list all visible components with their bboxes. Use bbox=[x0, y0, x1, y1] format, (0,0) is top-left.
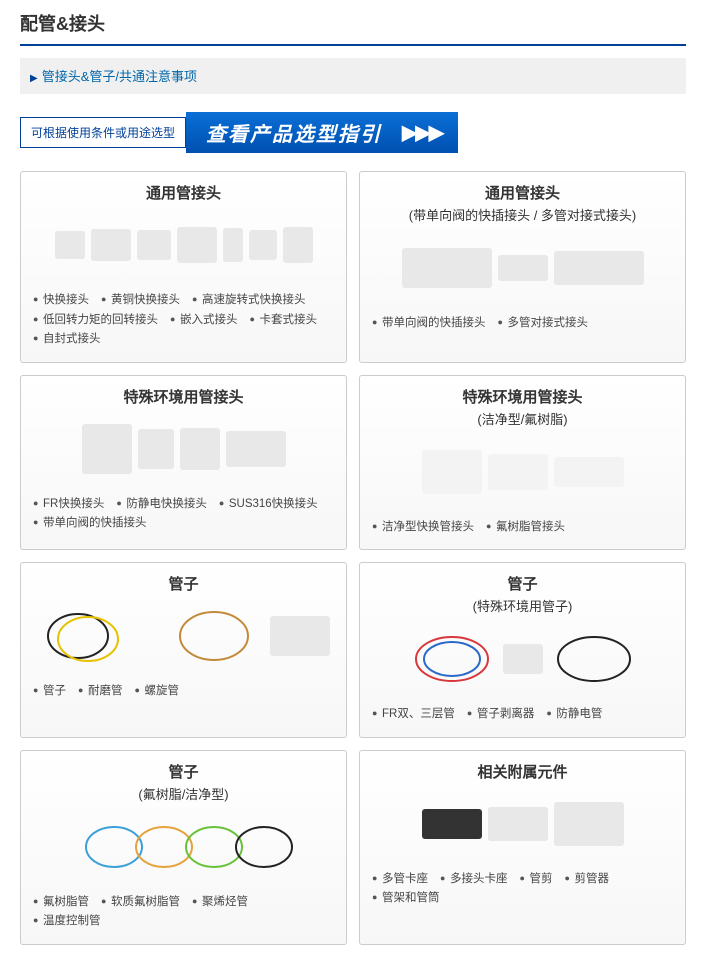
card-bullets: FR双、三层管 管子剥离器 防静电管 bbox=[360, 699, 685, 737]
bullet-item: 带单向阀的快插接头 bbox=[372, 314, 486, 334]
bullet-item: 防静电管 bbox=[546, 705, 602, 725]
bullet-item: 防静电快换接头 bbox=[116, 495, 207, 515]
chevron-right-icon: ▶▶▶ bbox=[402, 120, 442, 145]
bullet-item: FR双、三层管 bbox=[372, 705, 455, 725]
card-tubes-special[interactable]: 管子 (特殊环境用管子) FR双、三层管 管子剥离器 防静电管 bbox=[359, 562, 686, 738]
bullet-item: 氟树脂管 bbox=[33, 893, 89, 913]
card-title: 特殊环境用管接头 bbox=[21, 376, 346, 409]
card-subtitle: (洁净型/氟树脂) bbox=[360, 409, 685, 432]
selection-guide-row: 可根据使用条件或用途选型 查看产品选型指引 ▶▶▶ bbox=[20, 112, 686, 153]
tube-icon bbox=[74, 817, 294, 877]
notice-bar: 管接头&管子/共通注意事项 bbox=[20, 58, 686, 94]
bullet-item: 氟树脂管接头 bbox=[486, 518, 565, 538]
bullet-item: 自封式接头 bbox=[33, 330, 101, 350]
tube-icon bbox=[164, 606, 264, 666]
card-title: 通用管接头 bbox=[21, 172, 346, 205]
bullet-item: SUS316快换接头 bbox=[219, 495, 318, 515]
tube-icon bbox=[407, 632, 497, 686]
card-image bbox=[21, 205, 346, 285]
bullet-item: 嵌入式接头 bbox=[170, 311, 238, 331]
card-bullets: 快换接头 黄铜快换接头 高速旋转式快换接头 低回转力矩的回转接头 嵌入式接头 卡… bbox=[21, 285, 346, 362]
card-image bbox=[21, 596, 346, 676]
card-tubes[interactable]: 管子 管子 耐磨管 螺旋管 bbox=[20, 562, 347, 738]
guide-button[interactable]: 查看产品选型指引 ▶▶▶ bbox=[186, 112, 458, 153]
bullet-item: 黄铜快换接头 bbox=[101, 291, 180, 311]
card-special-env-clean[interactable]: 特殊环境用管接头 (洁净型/氟树脂) 洁净型快换管接头 氟树脂管接头 bbox=[359, 375, 686, 551]
card-image bbox=[21, 409, 346, 489]
bullet-item: 带单向阀的快插接头 bbox=[33, 514, 147, 534]
card-title: 管子 bbox=[21, 563, 346, 596]
page-title: 配管&接头 bbox=[20, 0, 686, 46]
bullet-item: 多管对接式接头 bbox=[498, 314, 589, 334]
card-bullets: 管子 耐磨管 螺旋管 bbox=[21, 676, 346, 714]
guide-tag: 可根据使用条件或用途选型 bbox=[20, 117, 186, 148]
card-bullets: 氟树脂管 软质氟树脂管 聚烯烃管 温度控制管 bbox=[21, 887, 346, 944]
bullet-item: 耐磨管 bbox=[78, 682, 123, 702]
card-bullets: 带单向阀的快插接头 多管对接式接头 bbox=[360, 308, 685, 346]
bullet-item: 管子剥离器 bbox=[467, 705, 535, 725]
tube-icon bbox=[38, 606, 158, 666]
card-title: 管子 bbox=[21, 751, 346, 784]
card-general-fittings[interactable]: 通用管接头 快换接头 黄铜快换接头 高速旋转式快换接头 低回转力矩的回转接头 嵌… bbox=[20, 171, 347, 363]
card-accessories[interactable]: 相关附属元件 多管卡座 多接头卡座 管剪 剪管器 管架和管筒 bbox=[359, 750, 686, 945]
bullet-item: FR快换接头 bbox=[33, 495, 104, 515]
bullet-item: 低回转力矩的回转接头 bbox=[33, 311, 158, 331]
bullet-item: 洁净型快换管接头 bbox=[372, 518, 474, 538]
guide-button-label: 查看产品选型指引 bbox=[206, 118, 382, 147]
card-subtitle: (氟树脂/洁净型) bbox=[21, 784, 346, 807]
bullet-item: 高速旋转式快换接头 bbox=[192, 291, 306, 311]
card-bullets: 洁净型快换管接头 氟树脂管接头 bbox=[360, 512, 685, 550]
bullet-item: 多管卡座 bbox=[372, 870, 428, 890]
bullet-item: 多接头卡座 bbox=[440, 870, 508, 890]
notice-link[interactable]: 管接头&管子/共通注意事项 bbox=[30, 69, 197, 84]
card-bullets: 多管卡座 多接头卡座 管剪 剪管器 管架和管筒 bbox=[360, 864, 685, 921]
card-bullets: FR快换接头 防静电快换接头 SUS316快换接头 带单向阀的快插接头 bbox=[21, 489, 346, 546]
bullet-item: 卡套式接头 bbox=[250, 311, 318, 331]
bullet-item: 快换接头 bbox=[33, 291, 89, 311]
card-image bbox=[360, 228, 685, 308]
card-title: 管子 bbox=[360, 563, 685, 596]
bullet-item: 管子 bbox=[33, 682, 66, 702]
bullet-item: 管剪 bbox=[520, 870, 553, 890]
bullet-item: 软质氟树脂管 bbox=[101, 893, 180, 913]
card-image bbox=[360, 784, 685, 864]
card-subtitle: (带单向阀的快插接头 / 多管对接式接头) bbox=[360, 205, 685, 228]
bullet-item: 管架和管筒 bbox=[372, 889, 440, 909]
card-image bbox=[360, 432, 685, 512]
card-image bbox=[360, 619, 685, 699]
tube-icon bbox=[549, 632, 639, 686]
card-image bbox=[21, 807, 346, 887]
card-subtitle: (特殊环境用管子) bbox=[360, 596, 685, 619]
card-special-env-fittings[interactable]: 特殊环境用管接头 FR快换接头 防静电快换接头 SUS316快换接头 带单向阀的… bbox=[20, 375, 347, 551]
bullet-item: 螺旋管 bbox=[135, 682, 180, 702]
bullet-item: 聚烯烃管 bbox=[192, 893, 248, 913]
card-title: 相关附属元件 bbox=[360, 751, 685, 784]
card-general-fittings-valve[interactable]: 通用管接头 (带单向阀的快插接头 / 多管对接式接头) 带单向阀的快插接头 多管… bbox=[359, 171, 686, 363]
card-title: 通用管接头 bbox=[360, 172, 685, 205]
card-tubes-fluoro[interactable]: 管子 (氟树脂/洁净型) 氟树脂管 软质氟树脂管 聚烯烃管 温度控制管 bbox=[20, 750, 347, 945]
bullet-item: 温度控制管 bbox=[33, 912, 101, 932]
card-title: 特殊环境用管接头 bbox=[360, 376, 685, 409]
bullet-item: 剪管器 bbox=[565, 870, 610, 890]
